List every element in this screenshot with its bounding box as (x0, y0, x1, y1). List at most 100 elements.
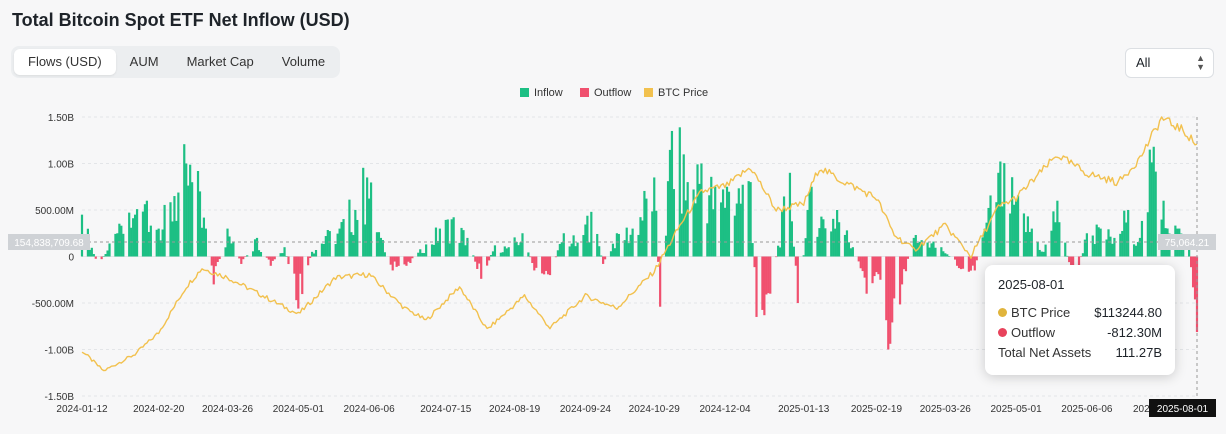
inflow-bar (452, 217, 455, 257)
outflow-bar (961, 256, 965, 269)
inflow-bar (322, 243, 325, 257)
inflow-bar (114, 233, 117, 257)
outflow-bar (531, 256, 534, 264)
inflow-bar (448, 243, 451, 257)
x-tick-label: 2024-09-24 (560, 404, 612, 415)
inflow-bar (143, 204, 147, 257)
outflow-bar (407, 256, 410, 262)
inflow-bar (446, 219, 449, 257)
x-tick-label: 2025-06-06 (1061, 404, 1113, 415)
inflow-bar (629, 234, 632, 257)
outflow-bar (297, 256, 300, 309)
tooltip-assets-label: Total Net Assets (998, 344, 1092, 360)
tooltip-row-assets: Total Net Assets 111.27B (998, 342, 1162, 362)
tab-aum[interactable]: AUM (129, 54, 159, 69)
inflow-bar (159, 240, 162, 257)
outflow-bar (301, 256, 304, 295)
inflow-bar (751, 243, 754, 257)
inflow-bar (147, 232, 150, 257)
inflow-bar (375, 232, 379, 257)
inflow-bar (1024, 232, 1028, 257)
inflow-bar (472, 255, 475, 257)
outflow-bar (244, 256, 247, 257)
inflow-bar (423, 253, 426, 257)
inflow-bar (596, 233, 599, 257)
inflow-bar (507, 247, 510, 257)
legend-price-label[interactable]: BTC Price (658, 87, 708, 99)
price-layer (81, 116, 1198, 372)
x-tick-label: 2025-02-19 (851, 404, 903, 415)
outflow-bar (216, 256, 219, 262)
inflow-bar (369, 182, 373, 257)
tooltip-row-price: BTC Price $113244.80 (998, 302, 1162, 322)
inflow-bar (1044, 244, 1047, 257)
inflow-bar (177, 192, 180, 257)
inflow-bar (1111, 243, 1114, 257)
inflow-bar (92, 254, 95, 257)
inflow-bar (1099, 228, 1102, 257)
outflow-bar (955, 256, 959, 266)
inflow-bar (132, 218, 135, 257)
inflow-bar (1054, 222, 1057, 257)
inflow-bar (1148, 149, 1151, 257)
outflow-bar (535, 256, 538, 268)
legend-inflow-label[interactable]: Inflow (534, 87, 563, 99)
crosshair-x-badge (1149, 399, 1216, 417)
inflow-bar (920, 240, 923, 257)
inflow-bar (1001, 206, 1004, 257)
inflow-bar (782, 196, 786, 257)
legend-outflow-label[interactable]: Outflow (594, 87, 631, 99)
outflow-bar (659, 256, 662, 307)
outflow-bar (533, 256, 536, 271)
inflow-bar (714, 186, 717, 257)
outflow-bar (391, 256, 394, 271)
outflow-bar (900, 256, 904, 285)
inflow-bar (698, 183, 701, 257)
inflow-bar (1162, 200, 1165, 257)
inflow-bar (639, 217, 642, 257)
tab-market-cap[interactable]: Market Cap (186, 54, 254, 69)
inflow-bar (381, 240, 384, 257)
inflow-bar (283, 247, 286, 257)
inflow-bar (501, 252, 504, 257)
inflow-bar (706, 223, 709, 257)
tooltip-date: 2025-08-01 (998, 277, 1065, 292)
inflow-bar (1152, 146, 1155, 257)
inflow-bar (1081, 253, 1085, 257)
outflow-dot-icon (998, 327, 1007, 337)
inflow-bar (489, 255, 493, 257)
inflow-bar (1123, 210, 1126, 257)
inflow-bar (727, 191, 731, 257)
x-tick-label: 2024-08-19 (489, 404, 541, 415)
outflow-bar (767, 256, 770, 294)
inflow-bar (668, 149, 672, 257)
outflow-bar (971, 256, 974, 266)
outflow-bar (906, 256, 910, 259)
inflow-bar (623, 240, 626, 257)
inflow-bar (615, 233, 618, 257)
inflow-bar (450, 219, 453, 257)
y-tick-label: -500.00M (32, 299, 74, 310)
outflow-bar (265, 256, 268, 258)
outflow-bar (273, 256, 276, 260)
inflow-bar (836, 210, 839, 257)
inflow-bar (434, 227, 438, 257)
tab-volume[interactable]: Volume (281, 54, 326, 69)
inflow-bar (617, 233, 620, 257)
outflow-bar (210, 256, 213, 266)
inflow-bar (187, 185, 190, 257)
inflow-bar (1052, 211, 1055, 257)
outflow-bar (969, 256, 972, 271)
inflow-bar (1134, 245, 1138, 257)
inflow-bar (999, 161, 1002, 257)
inflow-bar (696, 164, 699, 257)
outflow-bar (796, 256, 799, 303)
tab-flows[interactable]: Flows (USD) (14, 49, 116, 75)
inflow-bar (340, 222, 343, 257)
range-select[interactable]: All ▲ ▼ (1125, 48, 1214, 78)
inflow-bar (830, 231, 833, 257)
inflow-bar (1150, 162, 1153, 257)
inflow-bar (251, 251, 255, 257)
inflow-bar (1138, 237, 1142, 257)
